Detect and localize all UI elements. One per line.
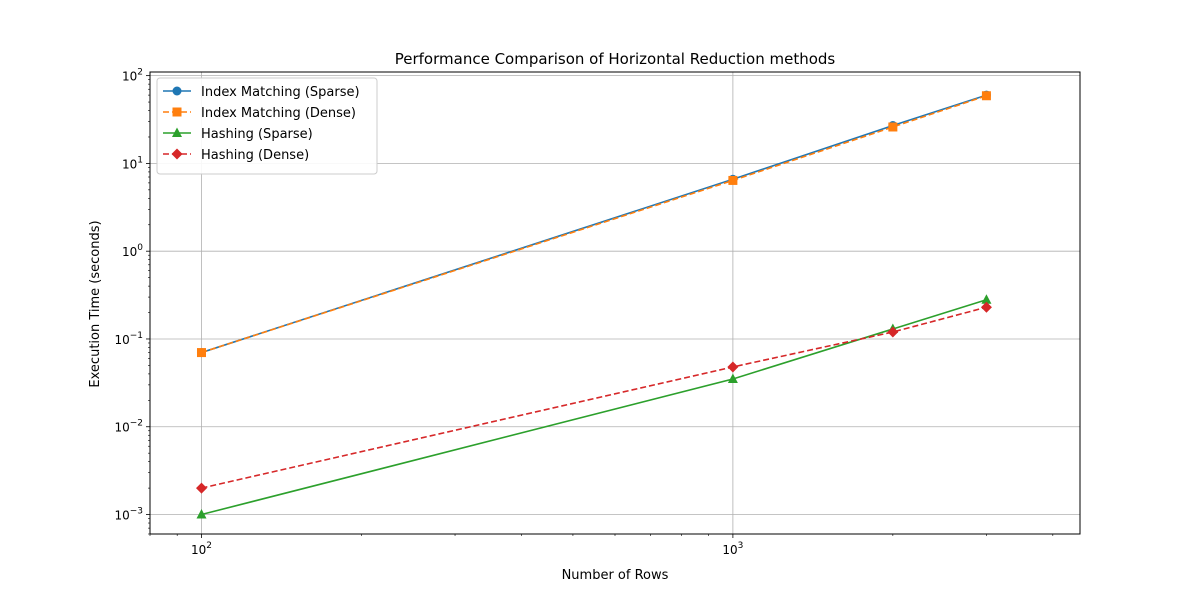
y-tick-label: 100 (122, 243, 143, 259)
legend-marker (172, 86, 182, 96)
y-tick-label: 102 (122, 68, 143, 84)
ticks: 102 103 10−3 10−2 10−1 100 101 102 (114, 68, 1054, 557)
y-tick-label: 10−3 (114, 507, 143, 523)
data-point (981, 91, 991, 101)
data-point (195, 482, 207, 494)
legend-marker (172, 127, 182, 137)
legend-marker (172, 107, 182, 117)
data-point (981, 294, 992, 304)
series-3 (196, 294, 992, 519)
data-point (728, 175, 738, 185)
data-point (727, 361, 739, 373)
legend-label: Index Matching (Sparse) (201, 85, 360, 100)
legend-entry: Index Matching (Dense) (163, 106, 356, 121)
legend-label: Hashing (Dense) (201, 148, 309, 163)
legend-marker (171, 148, 183, 160)
data-point (887, 326, 899, 338)
data-point (196, 509, 207, 519)
legend: Index Matching (Sparse) Index Matching (D… (156, 77, 378, 175)
data-point (727, 373, 738, 383)
data-point (888, 122, 898, 132)
chart-title: Performance Comparison of Horizontal Red… (395, 50, 836, 68)
series-2 (196, 91, 991, 358)
legend-entry: Index Matching (Sparse) (163, 85, 360, 100)
legend-box (156, 77, 378, 175)
series-line (201, 94, 987, 354)
series-line (201, 306, 987, 489)
x-axis-label: Number of Rows (562, 568, 669, 583)
data-point (980, 301, 992, 313)
series-line (201, 298, 987, 516)
y-tick-label: 10−1 (114, 331, 143, 347)
y-tick-label: 101 (122, 155, 143, 171)
legend-entry: Hashing (Dense) (163, 148, 309, 163)
y-axis-label: Execution Time (seconds) (88, 220, 103, 387)
series-4 (195, 301, 992, 494)
data-point (196, 348, 206, 358)
y-tick-label: 10−2 (114, 419, 143, 435)
legend-label: Hashing (Sparse) (201, 127, 313, 142)
series-layer (195, 90, 992, 519)
x-tick-label: 103 (722, 541, 743, 557)
legend-label: Index Matching (Dense) (201, 106, 356, 121)
x-tick-label: 102 (191, 541, 212, 557)
legend-entry: Hashing (Sparse) (163, 127, 313, 142)
